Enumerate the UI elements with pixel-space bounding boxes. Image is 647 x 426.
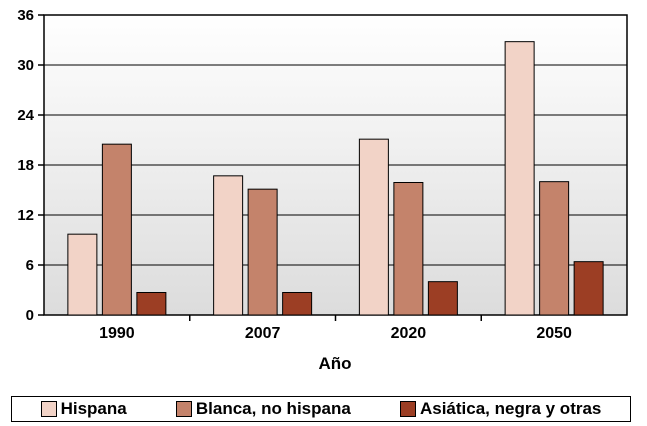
x-tick-label-1990: 1990 — [99, 325, 135, 342]
y-tick-label-36: 36 — [17, 7, 34, 24]
x-axis-ticks: 1990 2007 2020 2050 — [99, 315, 572, 342]
legend-item-hispana: Hispana — [40, 399, 127, 419]
legend-item-asiatica: Asiática, negra y otras — [399, 399, 602, 419]
y-tick-label-12: 12 — [17, 207, 34, 224]
bar-1990-hispana — [67, 233, 98, 316]
x-tick-label-2007: 2007 — [245, 325, 281, 342]
legend-swatch-blanca — [175, 401, 192, 417]
bar-2050-hispana — [504, 41, 535, 316]
bar-2020-hispana — [358, 138, 389, 316]
bar-1990-blanca — [101, 143, 132, 316]
legend-label-blanca: Blanca, no hispana — [195, 399, 351, 418]
legend-swatch-hispana — [40, 401, 57, 417]
legend-label-hispana: Hispana — [60, 399, 127, 418]
y-tick-label-6: 6 — [26, 257, 34, 274]
bar-2050-asiatica — [573, 261, 604, 316]
x-tick-label-2050: 2050 — [536, 325, 572, 342]
bars — [67, 41, 604, 316]
y-axis-ticks: 0 6 12 18 24 30 36 — [17, 7, 44, 324]
y-tick-label-24: 24 — [17, 107, 34, 124]
legend-label-asiatica: Asiática, negra y otras — [419, 399, 602, 418]
y-tick-label-30: 30 — [17, 57, 34, 74]
y-tick-label-0: 0 — [26, 307, 34, 324]
bar-2050-blanca — [539, 181, 570, 316]
legend-swatch-asiatica — [399, 401, 416, 417]
x-tick-label-2020: 2020 — [391, 325, 427, 342]
x-axis-label: Año — [318, 354, 351, 373]
bar-chart: 0 6 12 18 24 30 36 1990 2007 2020 2050 Año — [17, 7, 628, 373]
bar-2020-asiatica — [427, 281, 458, 316]
bar-2007-blanca — [247, 188, 278, 316]
y-tick-label-18: 18 — [17, 157, 34, 174]
legend: Hispana Blanca, no hispana Asiática, neg… — [11, 396, 631, 422]
legend-item-blanca: Blanca, no hispana — [175, 399, 351, 419]
bar-1990-asiatica — [136, 292, 167, 316]
bar-2007-asiatica — [282, 292, 313, 316]
bar-2007-hispana — [213, 175, 244, 316]
bar-2020-blanca — [393, 182, 424, 316]
